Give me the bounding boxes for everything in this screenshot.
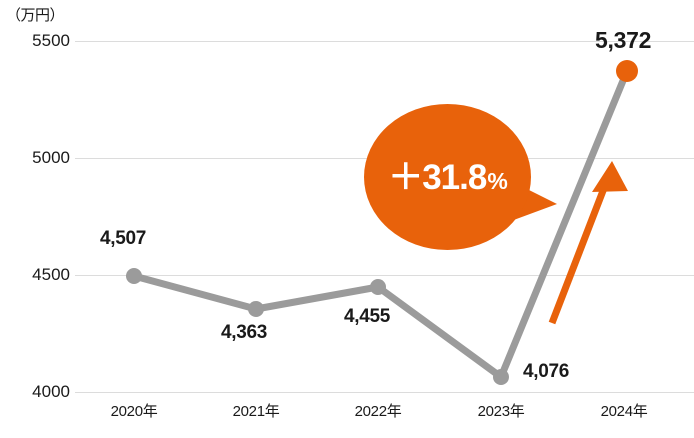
gridline-5500 (75, 41, 694, 42)
y-axis-unit-label: （万円） (6, 7, 65, 24)
value-label-2021: 4,363 (221, 322, 268, 343)
growth-callout-text: ＋31.8% (388, 157, 508, 197)
growth-callout-percent: % (487, 167, 507, 194)
growth-callout-bubble: ＋31.8% (364, 104, 531, 250)
x-tick-2021: 2021年 (232, 403, 280, 420)
x-tick-2023: 2023年 (477, 403, 525, 420)
x-tick-2020: 2020年 (110, 403, 158, 420)
series-line (130, 67, 631, 381)
x-tick-2022: 2022年 (354, 403, 402, 420)
data-point-2022 (370, 279, 386, 295)
value-label-2024: 5,372 (595, 27, 652, 53)
y-tick-4500: 4500 (32, 265, 70, 284)
gridline-4500 (75, 275, 694, 276)
growth-arrow-icon (548, 161, 628, 325)
x-tick-2024: 2024年 (600, 403, 648, 420)
growth-callout-value: ＋31.8 (388, 157, 487, 197)
y-tick-5500: 5500 (32, 31, 70, 50)
data-point-2021 (248, 301, 264, 317)
y-tick-4000: 4000 (32, 382, 70, 401)
gridline-4000 (75, 392, 694, 393)
y-tick-5000: 5000 (32, 148, 70, 167)
data-point-2023 (493, 369, 509, 385)
value-label-2020: 4,507 (100, 228, 147, 249)
data-point-2020 (126, 268, 142, 284)
value-label-2022: 4,455 (344, 306, 391, 327)
value-label-2023: 4,076 (523, 361, 570, 382)
data-point-2024 (616, 60, 638, 82)
